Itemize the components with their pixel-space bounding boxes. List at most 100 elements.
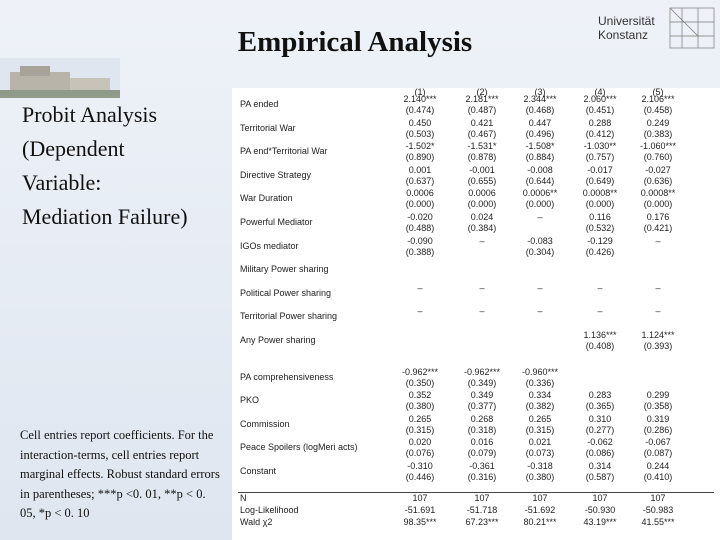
coefficient: -0.008 — [527, 164, 553, 175]
std-error: (0.000) — [643, 199, 673, 210]
coefficient: 0.450 — [408, 117, 432, 128]
coefficient: 0.288 — [588, 117, 612, 128]
column-header: (4) — [594, 87, 606, 97]
stat-value: 98.35*** — [403, 517, 437, 527]
column-header: (1) — [414, 87, 426, 97]
std-error: (0.000) — [525, 199, 555, 210]
coefficient: 0.244 — [646, 461, 670, 471]
coefficient: 2.140*** — [403, 94, 437, 104]
row-label: Peace Spoilers (logMeri acts) — [240, 442, 358, 453]
row-label: War Duration — [240, 193, 293, 204]
coefficient: -0.129 — [587, 235, 613, 246]
std-error: (0.000) — [405, 199, 435, 210]
coefficient: 0.0006** — [522, 188, 558, 199]
std-error: (0.655) — [467, 175, 497, 186]
stat-label: N — [240, 493, 247, 503]
stat-value: 107 — [532, 493, 548, 503]
coefficient: 0.016 — [470, 437, 494, 448]
std-error: (0.377) — [467, 401, 497, 412]
logo-grid — [669, 7, 715, 49]
subtitle: Probit Analysis (Dependent Variable: Mediat… — [22, 98, 188, 234]
std-error: (0.076) — [405, 448, 435, 459]
row-label: Powerful Mediator — [240, 217, 313, 227]
subtitle-line: (Dependent — [22, 136, 125, 161]
std-error: (0.890) — [405, 152, 435, 163]
std-error: (0.451) — [585, 105, 615, 115]
row-label: Territorial War — [240, 122, 296, 133]
std-error: (0.421) — [643, 223, 673, 233]
row-label: Political Power sharing — [240, 287, 332, 298]
coefficient: – — [537, 306, 543, 317]
coefficient: -0.318 — [527, 461, 553, 471]
std-error: (0.878) — [467, 152, 497, 163]
std-error: (0.349) — [467, 377, 497, 388]
coefficient: – — [479, 235, 485, 246]
stat-value: 67.23*** — [465, 517, 499, 527]
coefficient: -1.060*** — [639, 141, 677, 152]
std-error: (0.336) — [525, 377, 555, 388]
std-error: (0.350) — [405, 377, 435, 388]
stat-label: Wald χ2 — [240, 517, 273, 527]
coefficient: 0.268 — [470, 413, 494, 424]
coefficient: 0.001 — [408, 164, 432, 175]
stat-value: 107 — [592, 493, 608, 503]
coefficient: -0.067 — [645, 437, 671, 448]
coefficient: 0.447 — [528, 117, 552, 128]
subtitle-line: Variable: — [22, 170, 102, 195]
coefficient: 0.176 — [646, 212, 670, 222]
stat-value: 107 — [650, 493, 666, 503]
stat-value: -51.692 — [524, 505, 556, 515]
coefficient: -0.027 — [645, 164, 671, 175]
std-error: (0.000) — [585, 199, 615, 210]
coefficient: 0.314 — [588, 461, 612, 471]
coefficient: -0.017 — [587, 164, 613, 175]
coefficient: – — [655, 235, 661, 246]
building-photo — [0, 58, 120, 98]
coefficient: -1.502* — [405, 141, 435, 152]
coefficient: – — [597, 306, 603, 317]
column-header: (5) — [652, 87, 664, 97]
coefficient: 0.349 — [470, 390, 494, 401]
column-header: (3) — [534, 87, 546, 97]
std-error: (0.426) — [585, 246, 615, 257]
footnote: Cell entries report coefficients. For th… — [20, 428, 220, 520]
row-label: Constant — [240, 466, 277, 476]
coefficient: 0.283 — [588, 390, 612, 401]
coefficient: -0.083 — [527, 235, 553, 246]
std-error: (0.383) — [643, 128, 673, 139]
coefficient: 0.020 — [408, 437, 432, 448]
stat-value: -51.691 — [404, 505, 436, 515]
std-error: (0.587) — [585, 472, 615, 482]
std-error: (0.380) — [405, 401, 435, 412]
row-label: Territorial Power sharing — [240, 311, 338, 322]
row-label: PA end*Territorial War — [240, 146, 328, 157]
std-error: (0.380) — [525, 472, 555, 482]
coefficient: 0.0006 — [468, 188, 496, 199]
std-error: (0.458) — [643, 105, 673, 115]
std-error: (0.393) — [643, 341, 673, 351]
row-label: Commission — [240, 418, 290, 429]
coefficient: – — [479, 282, 485, 293]
std-error: (0.087) — [643, 448, 673, 459]
std-error: (0.760) — [643, 152, 673, 163]
std-error: (0.286) — [643, 424, 673, 435]
std-error: (0.503) — [405, 128, 435, 139]
logo-line: Konstanz — [598, 28, 649, 42]
coefficient: – — [655, 282, 661, 293]
stat-value: 43.19*** — [583, 517, 617, 527]
row-label: Any Power sharing — [240, 335, 316, 345]
university-logo: Universität Konstanz — [598, 14, 655, 42]
coefficient: 0.299 — [646, 390, 670, 401]
coefficient: – — [655, 306, 661, 317]
std-error: (0.358) — [643, 401, 673, 412]
row-label: PA ended — [240, 99, 279, 109]
std-error: (0.487) — [467, 105, 497, 115]
coefficient: 0.334 — [528, 390, 552, 401]
subtitle-line: Mediation Failure) — [22, 204, 188, 229]
coefficient: 0.0006 — [406, 188, 434, 199]
coefficient: 0.265 — [408, 413, 432, 424]
stat-label: Log-Likelihood — [240, 505, 299, 515]
coefficient: – — [417, 306, 423, 317]
coefficient: – — [479, 306, 485, 317]
